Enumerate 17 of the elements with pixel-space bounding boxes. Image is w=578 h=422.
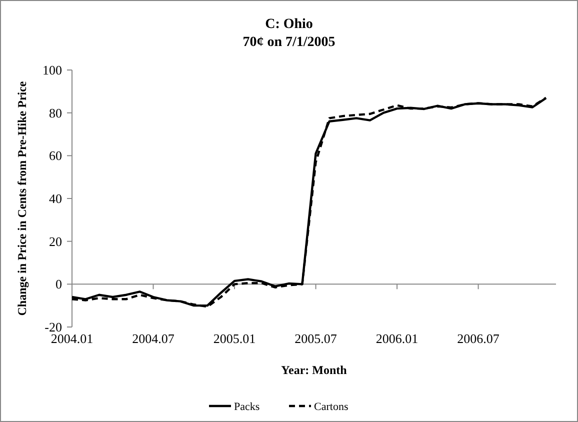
legend-label: Cartons (314, 401, 348, 413)
chart-subtitle: 70¢ on 7/1/2005 (242, 35, 336, 50)
x-tick-label: 2006.07 (457, 331, 500, 346)
x-axis-title: Year: Month (281, 363, 348, 377)
y-tick-label: 60 (49, 148, 62, 164)
y-tick-label: 20 (49, 234, 62, 249)
legend-label: Packs (234, 401, 260, 413)
x-tick-label: 2005.07 (294, 331, 338, 346)
x-tick-label: 2006.01 (376, 331, 418, 346)
y-tick-label: 100 (42, 62, 62, 78)
x-tick-label: 2005.01 (213, 331, 256, 346)
y-tick-label: 0 (56, 276, 62, 292)
y-tick-label: 80 (49, 105, 62, 120)
chart-title: C: Ohio (265, 17, 313, 32)
y-axis-title: Change in Price in Cents from Pre-Hike Price (15, 80, 29, 316)
x-tick-label: 2004.07 (132, 331, 175, 346)
y-tick-label: 40 (49, 191, 62, 206)
